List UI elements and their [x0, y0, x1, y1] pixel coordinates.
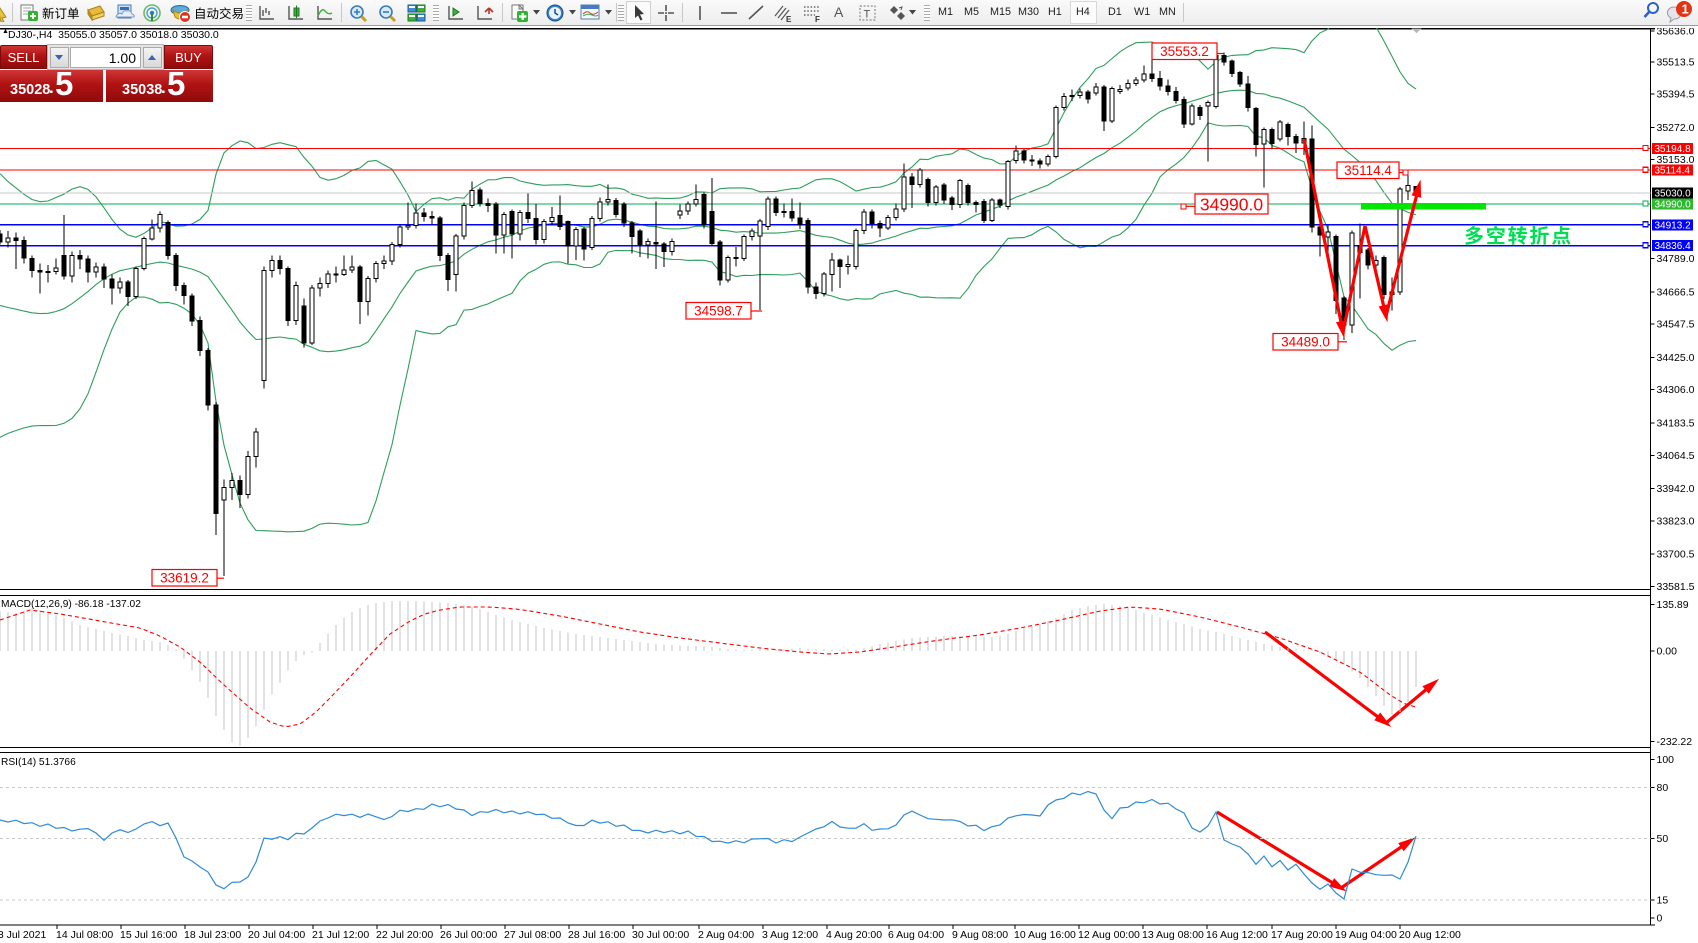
svg-text:35553.2: 35553.2 [1160, 44, 1209, 59]
svg-text:E: E [786, 15, 792, 23]
svg-text:1: 1 [1682, 2, 1689, 17]
svg-text:6 Aug 04:00: 6 Aug 04:00 [888, 929, 944, 941]
svg-text:35394.5: 35394.5 [1657, 89, 1695, 101]
svg-text:0.00: 0.00 [1657, 646, 1678, 658]
svg-text:35636.0: 35636.0 [1657, 28, 1695, 38]
svg-text:100: 100 [1657, 754, 1675, 766]
svg-text:33581.5: 33581.5 [1657, 581, 1695, 593]
svg-text:34064.5: 34064.5 [1657, 450, 1695, 462]
svg-text:34425.0: 34425.0 [1657, 352, 1695, 364]
svg-text:30 Jul 00:00: 30 Jul 00:00 [632, 929, 689, 941]
svg-text:22 Jul 20:00: 22 Jul 20:00 [376, 929, 433, 941]
svg-text:35513.5: 35513.5 [1657, 56, 1695, 68]
svg-text:34183.5: 34183.5 [1657, 418, 1695, 430]
svg-text:T: T [864, 9, 871, 21]
svg-text:9 Aug 08:00: 9 Aug 08:00 [952, 929, 1008, 941]
svg-text:34789.0: 34789.0 [1657, 253, 1695, 265]
svg-text:34836.4: 34836.4 [1655, 241, 1692, 252]
svg-text:34990.0: 34990.0 [1200, 195, 1264, 215]
svg-text:RSI(14) 51.3766: RSI(14) 51.3766 [1, 757, 76, 768]
svg-text:34913.2: 34913.2 [1655, 220, 1692, 231]
svg-text:35030.0: 35030.0 [1655, 189, 1692, 200]
svg-text:35153.0: 35153.0 [1657, 154, 1695, 166]
svg-text:135.89: 135.89 [1657, 599, 1689, 611]
svg-text:28 Jul 16:00: 28 Jul 16:00 [568, 929, 625, 941]
svg-text:21 Jul 12:00: 21 Jul 12:00 [312, 929, 369, 941]
svg-text:33823.0: 33823.0 [1657, 515, 1695, 527]
svg-text:33942.0: 33942.0 [1657, 483, 1695, 495]
svg-text:34666.5: 34666.5 [1657, 286, 1695, 298]
svg-text:35194.8: 35194.8 [1655, 144, 1692, 155]
svg-text:15: 15 [1657, 895, 1669, 907]
svg-text:17 Aug 20:00: 17 Aug 20:00 [1271, 929, 1333, 941]
svg-text:14 Jul 08:00: 14 Jul 08:00 [56, 929, 113, 941]
svg-text:13 Aug 08:00: 13 Aug 08:00 [1142, 929, 1204, 941]
svg-text:15 Jul 16:00: 15 Jul 16:00 [120, 929, 177, 941]
svg-text:34306.0: 34306.0 [1657, 384, 1695, 396]
svg-text:20 Aug 12:00: 20 Aug 12:00 [1399, 929, 1461, 941]
svg-text:MACD(12,26,9) -86.18 -137.02: MACD(12,26,9) -86.18 -137.02 [1, 599, 141, 610]
svg-text:34598.7: 34598.7 [694, 304, 743, 319]
svg-text:-232.22: -232.22 [1657, 736, 1693, 748]
svg-text:12 Aug 00:00: 12 Aug 00:00 [1078, 929, 1140, 941]
svg-text:16 Aug 12:00: 16 Aug 12:00 [1206, 929, 1268, 941]
svg-text:13 Jul 2021: 13 Jul 2021 [0, 929, 46, 941]
svg-text:20 Jul 04:00: 20 Jul 04:00 [248, 929, 305, 941]
svg-text:34547.5: 34547.5 [1657, 319, 1695, 331]
svg-text:26 Jul 00:00: 26 Jul 00:00 [440, 929, 497, 941]
svg-text:33619.2: 33619.2 [160, 571, 209, 586]
svg-text:35114.4: 35114.4 [1655, 166, 1691, 177]
svg-text:35272.0: 35272.0 [1657, 122, 1695, 134]
svg-text:80: 80 [1657, 782, 1669, 794]
svg-text:27 Jul 08:00: 27 Jul 08:00 [504, 929, 561, 941]
svg-text:10 Aug 16:00: 10 Aug 16:00 [1014, 929, 1076, 941]
svg-text:2 Aug 04:00: 2 Aug 04:00 [698, 929, 754, 941]
svg-text:34489.0: 34489.0 [1281, 335, 1330, 350]
svg-text:33700.5: 33700.5 [1657, 549, 1695, 561]
svg-text:0: 0 [1657, 913, 1663, 925]
svg-text:4 Aug 20:00: 4 Aug 20:00 [826, 929, 882, 941]
svg-text:35114.4: 35114.4 [1344, 163, 1392, 178]
svg-text:50: 50 [1657, 833, 1669, 845]
svg-text:3 Aug 12:00: 3 Aug 12:00 [762, 929, 818, 941]
svg-text:F: F [815, 15, 820, 23]
svg-text:34990.0: 34990.0 [1655, 200, 1692, 211]
svg-text:18 Jul 23:00: 18 Jul 23:00 [184, 929, 241, 941]
svg-text:19 Aug 04:00: 19 Aug 04:00 [1335, 929, 1397, 941]
